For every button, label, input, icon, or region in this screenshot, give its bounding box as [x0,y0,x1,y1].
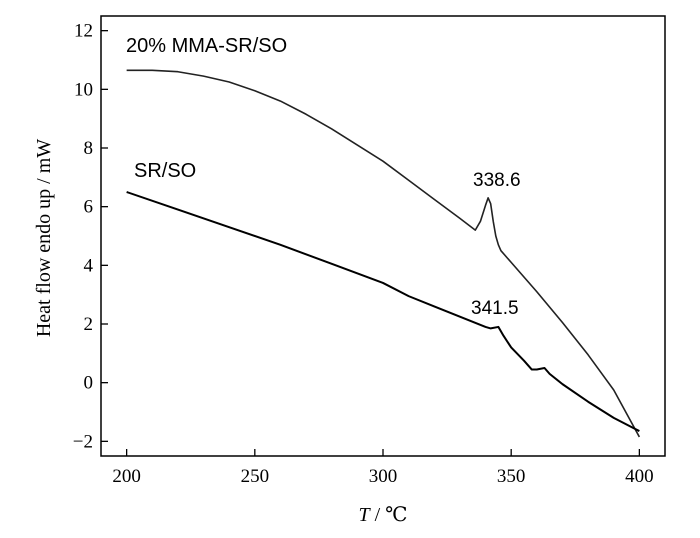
annotation-peak-341-5: 341.5 [471,298,519,319]
x-tick-label: 300 [369,466,398,487]
x-tick-label: 250 [241,466,270,487]
plot-frame [100,15,666,457]
x-tick-label: 400 [625,466,654,487]
series-label-sr-so: SR/SO [134,160,196,182]
x-axis-unit: / ℃ [370,504,408,526]
y-tick-label: −2 [73,431,93,452]
annotation-peak-338-6: 338.6 [473,170,521,191]
x-tick-label: 350 [497,466,526,487]
x-tick-label: 200 [112,466,141,487]
y-tick-label: 4 [84,255,94,276]
y-tick-label: 0 [84,373,94,394]
y-tick-label: 10 [74,79,93,100]
y-tick-label: 2 [84,314,94,335]
series-label-mma-sr-so: 20% MMA-SR/SO [126,35,287,57]
x-axis-title: T / ℃ [358,504,407,526]
x-axis-variable: T [358,504,371,526]
y-axis-title: Heat flow endo up / mW [33,139,55,337]
y-tick-label: 12 [74,21,93,42]
series-line-sr-so [126,191,640,432]
series-line-mma-sr-so [126,69,641,438]
y-tick-label: 6 [84,197,94,218]
y-tick-label: 8 [84,138,94,159]
